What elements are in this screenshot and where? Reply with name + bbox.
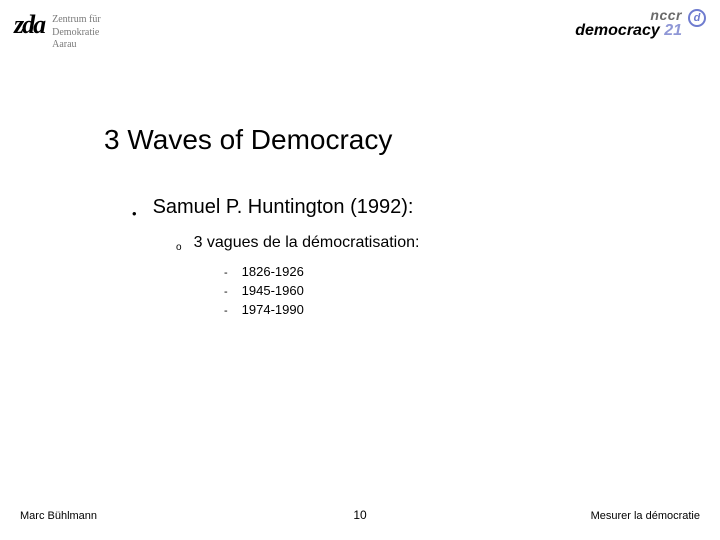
logo-right-year: 21 [664,22,682,39]
slide-title: 3 Waves of Democracy [104,124,392,156]
logo-left-line: Aarau [52,39,101,52]
logo-left-line: Demokratie [52,27,101,40]
bullet-level-3-text: 1974-1990 [242,302,304,317]
bullet-level-3: - 1826-1926 [224,264,304,279]
bullet-dot-icon: • [132,207,137,220]
logo-left: zda Zentrum für Demokratie Aarau [14,12,101,52]
bullet-dash-icon: - [224,305,228,317]
logo-right-line1: nccr [575,8,682,23]
bullet-dash-icon: - [224,267,228,279]
bullet-level-1: • Samuel P. Huntington (1992): [132,196,413,219]
logo-right-badge-icon: d [688,9,706,27]
footer-topic: Mesurer la démocratie [591,510,700,522]
bullet-level-3: - 1974-1990 [224,302,304,317]
bullet-level-3-text: 1945-1960 [242,283,304,298]
logo-left-mark: zda [14,12,44,38]
bullet-level-3: - 1945-1960 [224,283,304,298]
logo-right: nccr democracy 21 d [575,8,706,39]
bullet-circle-icon: o [176,243,182,253]
logo-right-text: nccr democracy 21 [575,8,682,39]
logo-right-word: democracy [575,22,660,39]
bullet-level-3-text: 1826-1926 [242,264,304,279]
bullet-level-1-text: Samuel P. Huntington (1992): [153,196,414,219]
bullet-dash-icon: - [224,286,228,298]
logo-right-line2: democracy 21 [575,23,682,40]
bullet-level-2: o 3 vagues de la démocratisation: [176,234,419,252]
logo-left-subtext: Zentrum für Demokratie Aarau [52,14,101,52]
bullet-level-2-text: 3 vagues de la démocratisation: [194,234,420,252]
logo-left-line: Zentrum für [52,14,101,27]
bullet-level-3-group: - 1826-1926 - 1945-1960 - 1974-1990 [224,264,304,321]
